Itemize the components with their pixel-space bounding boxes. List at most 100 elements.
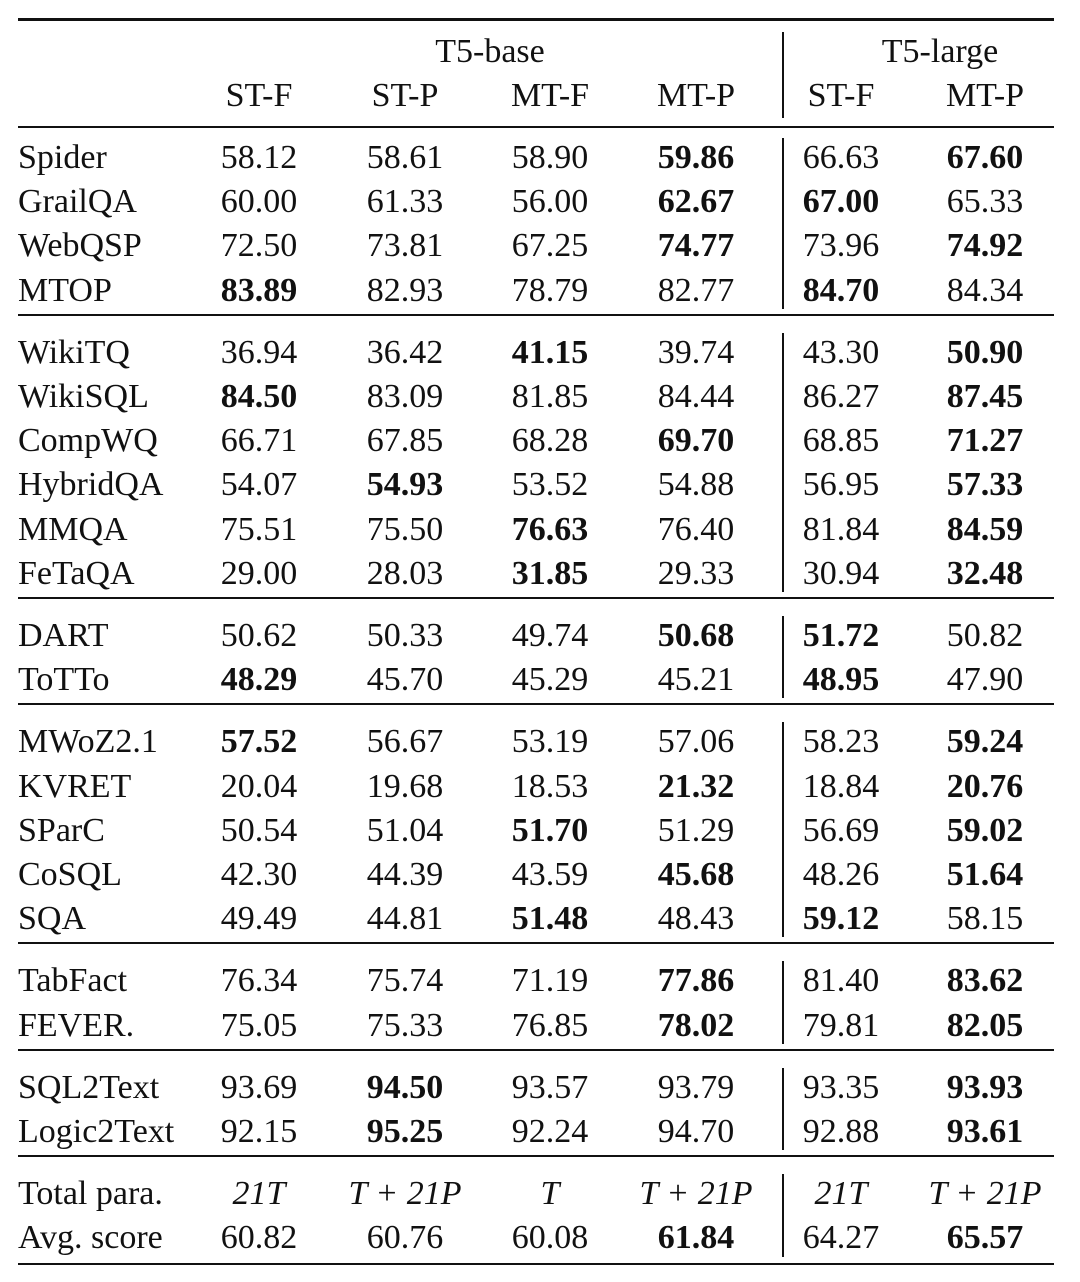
table-cell: 79.81 [802,1006,880,1044]
group-divider [782,1174,784,1257]
header-rule [18,126,1054,128]
group-header-t5-large: T5-large [881,33,999,70]
table-cell: T [540,1175,560,1213]
table-cell: 48.29 [220,661,298,699]
table-cell: 62.67 [657,183,735,221]
table-cell: 58.15 [946,900,1024,938]
table-cell: 48.43 [657,900,735,938]
group-divider [782,332,784,592]
table-cell: 72.50 [220,227,298,265]
table-cell: 67.25 [511,227,589,265]
table-cell: 75.05 [220,1006,298,1044]
table-cell: 81.84 [802,510,880,548]
table-cell: 83.89 [220,271,298,309]
group-divider [782,961,784,1044]
table-cell: 29.33 [657,554,735,592]
table-cell: 76.40 [657,510,735,548]
table-cell: 32.48 [946,554,1024,592]
table-cell: 64.27 [802,1219,880,1257]
table-cell: 66.71 [220,422,298,460]
table-cell: T + 21P [348,1175,462,1213]
table-cell: 93.57 [511,1068,589,1106]
table-cell: 30.94 [802,554,880,592]
table-cell: 19.68 [366,767,444,805]
row-label: Total para. [18,1175,163,1213]
row-label: WikiSQL [18,378,149,415]
table-cell: 59.24 [946,723,1024,761]
row-label: SQL2Text [18,1068,160,1106]
row-label: CompWQ [18,422,158,460]
table-cell: 71.27 [946,422,1024,460]
section-rule [18,942,1054,945]
table-cell: 68.85 [802,422,880,460]
table-cell: 50.33 [366,617,444,654]
table-cell: 93.35 [802,1068,880,1106]
row-label: FEVER. [18,1006,135,1044]
table-cell: 54.07 [220,466,298,504]
table-cell: 58.61 [366,139,444,176]
table-cell: 28.03 [366,554,444,592]
row-label: FeTaQA [18,554,135,592]
row-label: SParC [18,811,105,849]
table-cell: 60.82 [220,1219,298,1257]
table-cell: 58.23 [802,723,880,761]
table-cell: 76.34 [220,962,298,1000]
table-cell: 78.79 [511,271,589,309]
table-cell: 87.45 [946,378,1024,415]
table-cell: 94.50 [366,1068,444,1106]
table-cell: 47.90 [946,661,1024,699]
table-cell: 84.50 [220,378,298,415]
table-cell: 45.21 [657,661,735,699]
table-cell: 18.53 [511,767,589,805]
table-cell: 82.05 [946,1006,1024,1044]
table-cell: 67.85 [366,422,444,460]
table-cell: 53.52 [511,466,589,504]
table-cell: 58.90 [511,139,589,176]
table-cell: 60.76 [366,1219,444,1257]
table-cell: 41.15 [511,333,589,371]
row-label: Spider [18,139,107,176]
table-cell: 49.49 [220,900,298,938]
section-rule [18,597,1054,599]
table-cell: 56.69 [802,811,880,849]
table-cell: 77.86 [657,962,735,1000]
table-cell: 48.26 [802,856,880,893]
table-cell: 83.09 [366,378,444,415]
column-header: MT-P [945,77,1025,114]
table-cell: 82.93 [366,271,444,309]
table-cell: 83.62 [946,962,1024,1000]
table-cell: 67.00 [802,183,880,221]
table-cell: 50.82 [946,617,1024,654]
group-divider [782,138,784,309]
table-cell: 81.40 [802,962,880,1000]
table-cell: 84.70 [802,271,880,309]
table-cell: 57.52 [220,723,298,761]
table-cell: 45.70 [366,661,444,699]
table-cell: 76.85 [511,1006,589,1044]
table-cell: 93.61 [946,1113,1024,1150]
group-divider [782,616,784,699]
table-cell: T + 21P [928,1175,1042,1213]
table-cell: 54.88 [657,466,735,504]
table-cell: 75.50 [366,510,444,548]
column-header: ST-P [371,77,439,114]
table-cell: 43.30 [802,333,880,371]
table-cell: 82.77 [657,271,735,309]
column-header: ST-F [807,77,875,114]
section-rule [18,313,1054,316]
table-cell: 21T [232,1175,286,1213]
table-cell: 61.33 [366,183,444,221]
table-cell: 50.54 [220,811,298,849]
table-cell: 45.68 [657,856,735,893]
table-cell: 50.62 [220,617,298,654]
group-divider [782,1067,784,1151]
table-cell: 61.84 [657,1219,735,1257]
table-cell: 51.29 [657,811,735,849]
table-cell: 42.30 [220,856,298,893]
table-cell: 21.32 [657,767,735,805]
row-label: Avg. score [18,1219,163,1257]
table-cell: 43.59 [511,856,589,893]
section-rule [18,703,1054,706]
table-cell: 57.33 [946,466,1024,504]
table-cell: 93.79 [657,1068,735,1106]
